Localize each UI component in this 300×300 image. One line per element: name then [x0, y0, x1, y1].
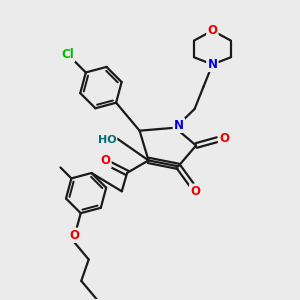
Text: O: O: [207, 24, 218, 37]
Text: N: N: [207, 58, 218, 71]
Text: O: O: [190, 185, 200, 198]
Text: N: N: [174, 119, 184, 132]
Text: O: O: [100, 154, 110, 167]
Text: HO: HO: [98, 135, 116, 145]
Text: O: O: [70, 229, 80, 242]
Text: O: O: [219, 132, 229, 145]
Text: Cl: Cl: [61, 48, 74, 61]
